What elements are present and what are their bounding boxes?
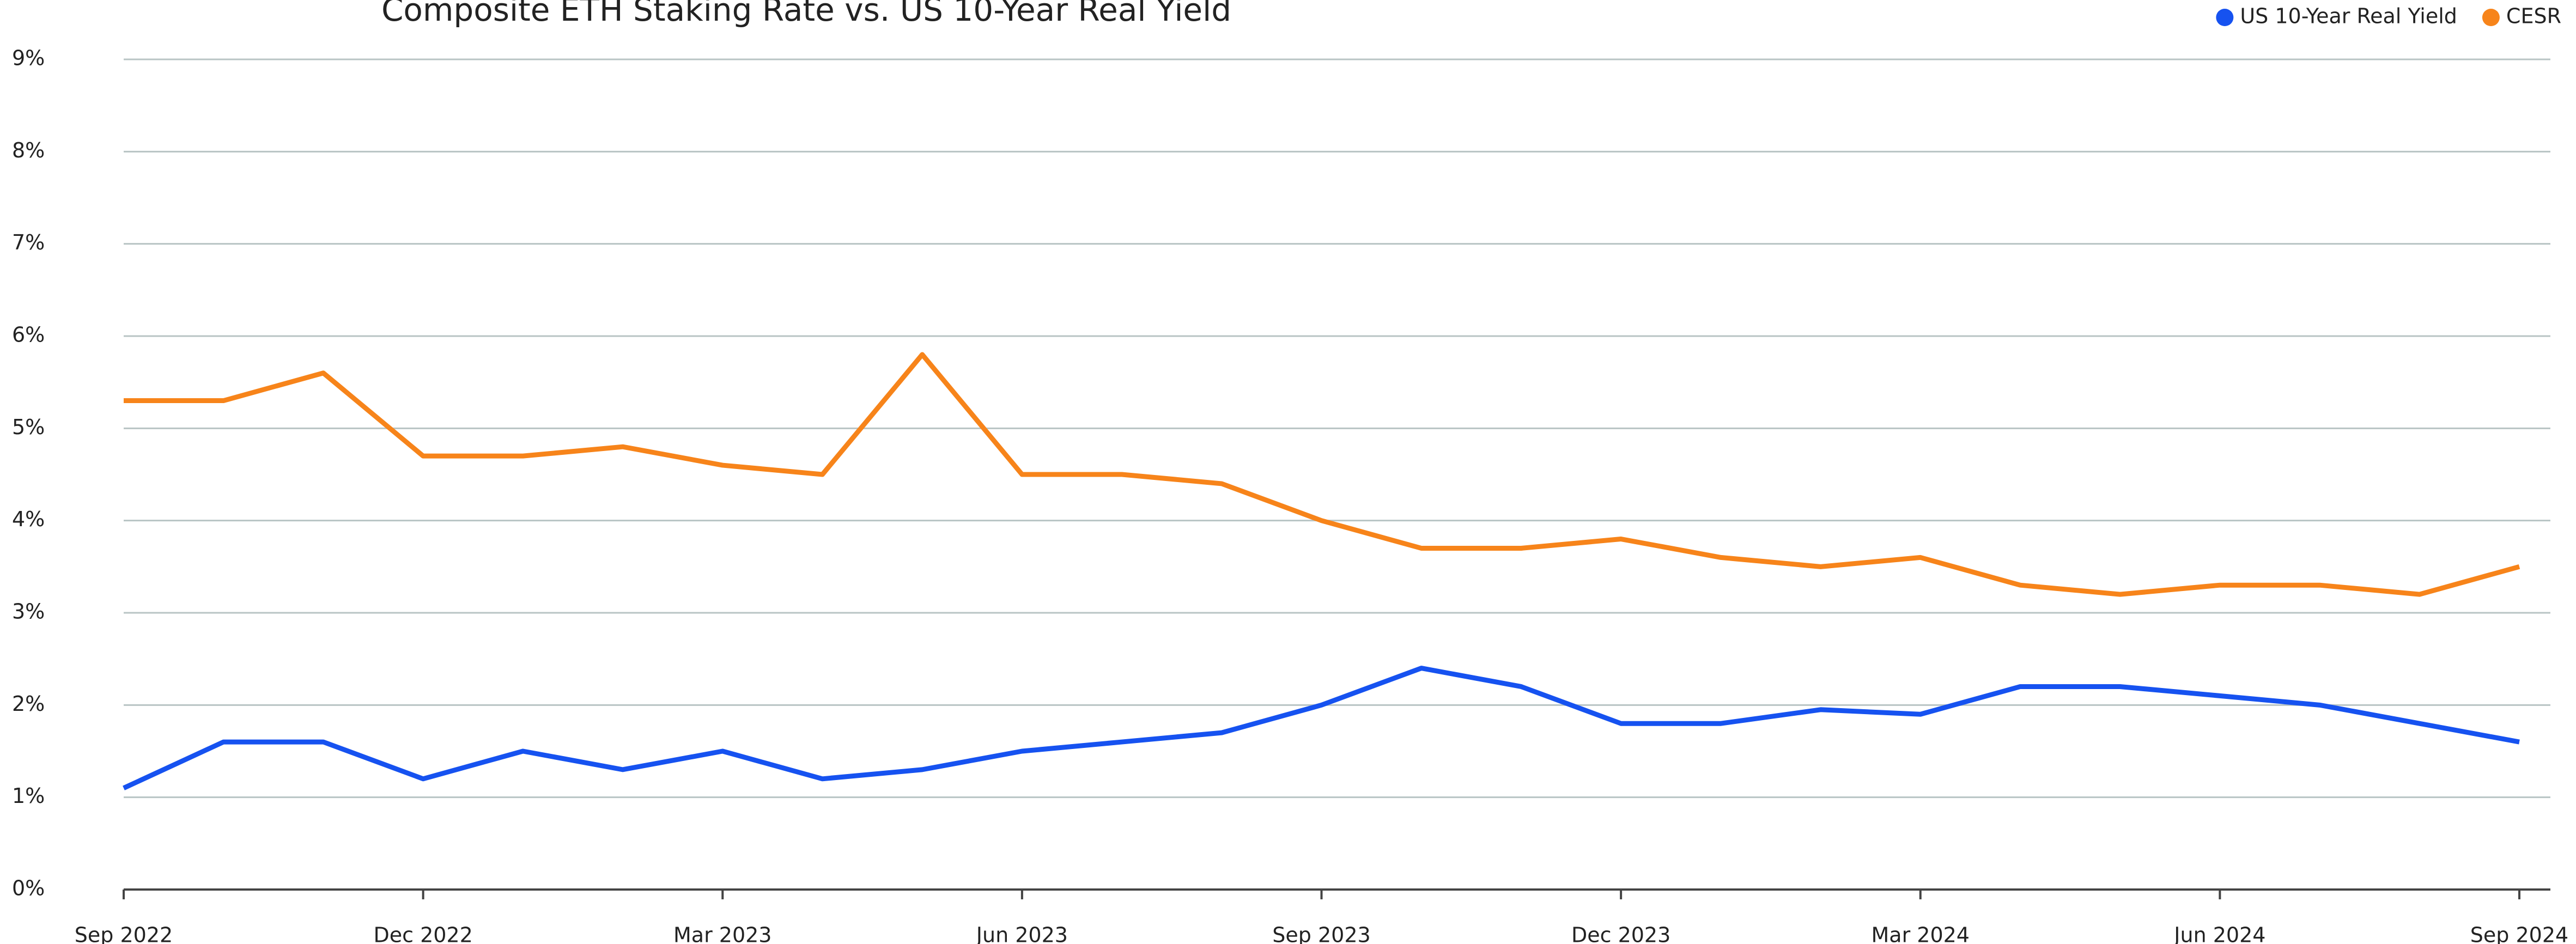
chart-title: Composite ETH Staking Rate vs. US 10-Yea… (381, 0, 1231, 28)
legend-swatch (2216, 9, 2234, 26)
y-tick-label: 8% (12, 138, 45, 162)
x-tick-label: Sep 2023 (1272, 923, 1370, 944)
y-tick-label: 0% (12, 876, 45, 900)
x-tick-label: Jun 2023 (975, 923, 1068, 944)
y-tick-label: 4% (12, 507, 45, 531)
x-tick-label: Mar 2023 (673, 923, 771, 944)
series-line (123, 666, 2520, 790)
x-tick-label: Mar 2024 (1872, 923, 1970, 944)
x-tick-label: Sep 2022 (75, 923, 173, 944)
y-tick-label: 3% (12, 600, 45, 624)
x-tick-label: Jun 2024 (2173, 923, 2265, 944)
y-tick-label: 2% (12, 692, 45, 716)
y-tick-label: 7% (12, 230, 45, 254)
y-tick-label: 5% (12, 415, 45, 439)
legend-label: US 10-Year Real Yield (2240, 4, 2457, 28)
y-tick-label: 1% (12, 784, 45, 808)
y-tick-label: 6% (12, 323, 45, 347)
y-tick-label: 9% (12, 46, 45, 70)
x-tick-label: Dec 2023 (1571, 923, 1670, 944)
legend-swatch (2482, 9, 2500, 26)
legend-label: CESR (2506, 4, 2561, 28)
x-tick-label: Sep 2024 (2470, 923, 2568, 944)
x-tick-label: Dec 2022 (373, 923, 472, 944)
series-line (124, 352, 2520, 597)
